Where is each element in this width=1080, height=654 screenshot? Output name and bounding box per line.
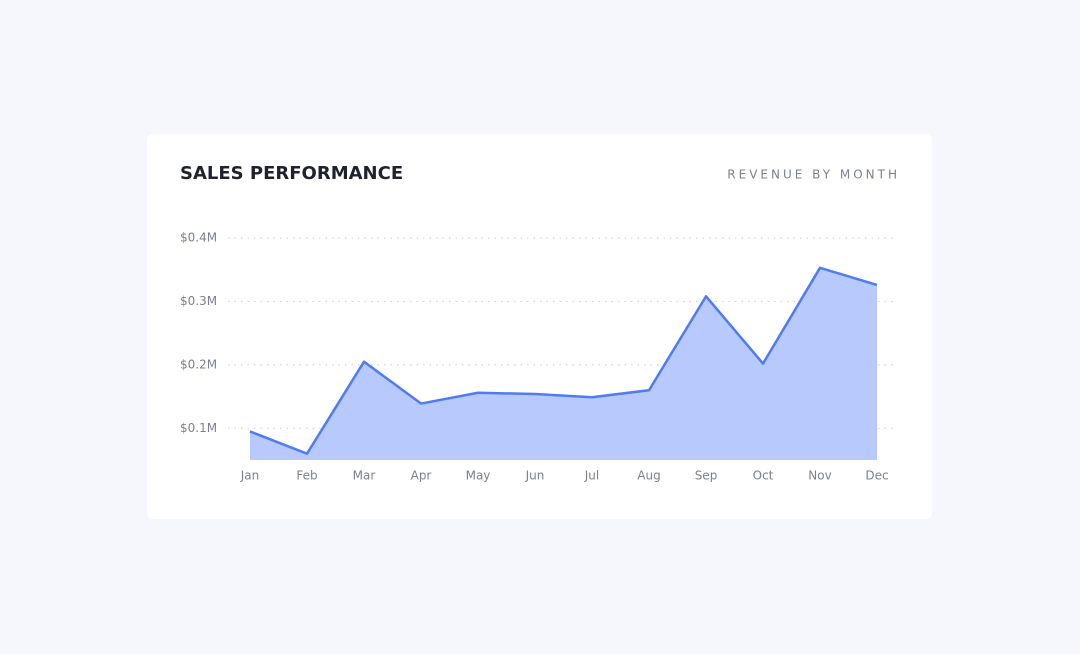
- x-tick-label: Feb: [296, 469, 317, 483]
- x-tick-label: Jun: [525, 469, 545, 483]
- x-tick-label: Mar: [353, 469, 376, 483]
- x-tick-label: Sep: [695, 469, 718, 483]
- chart-title: SALES PERFORMANCE: [180, 163, 403, 184]
- x-tick-label: Aug: [637, 469, 660, 483]
- x-tick-label: Nov: [808, 469, 831, 483]
- line: [249, 266, 878, 455]
- x-tick-label: Dec: [865, 469, 888, 483]
- chart-subtitle: REVENUE BY MONTH: [727, 168, 900, 182]
- y-tick-label: $0.1M: [180, 421, 217, 435]
- x-tick-label: May: [466, 469, 491, 483]
- y-tick-label: $0.4M: [180, 231, 217, 245]
- y-tick-label: $0.2M: [180, 357, 217, 371]
- x-tick-label: Oct: [753, 469, 774, 483]
- x-tick-label: Jul: [584, 469, 599, 483]
- area: [250, 267, 877, 460]
- x-tick-label: Jan: [240, 469, 260, 483]
- x-tick-label: Apr: [411, 469, 432, 483]
- y-tick-label: $0.3M: [180, 294, 217, 308]
